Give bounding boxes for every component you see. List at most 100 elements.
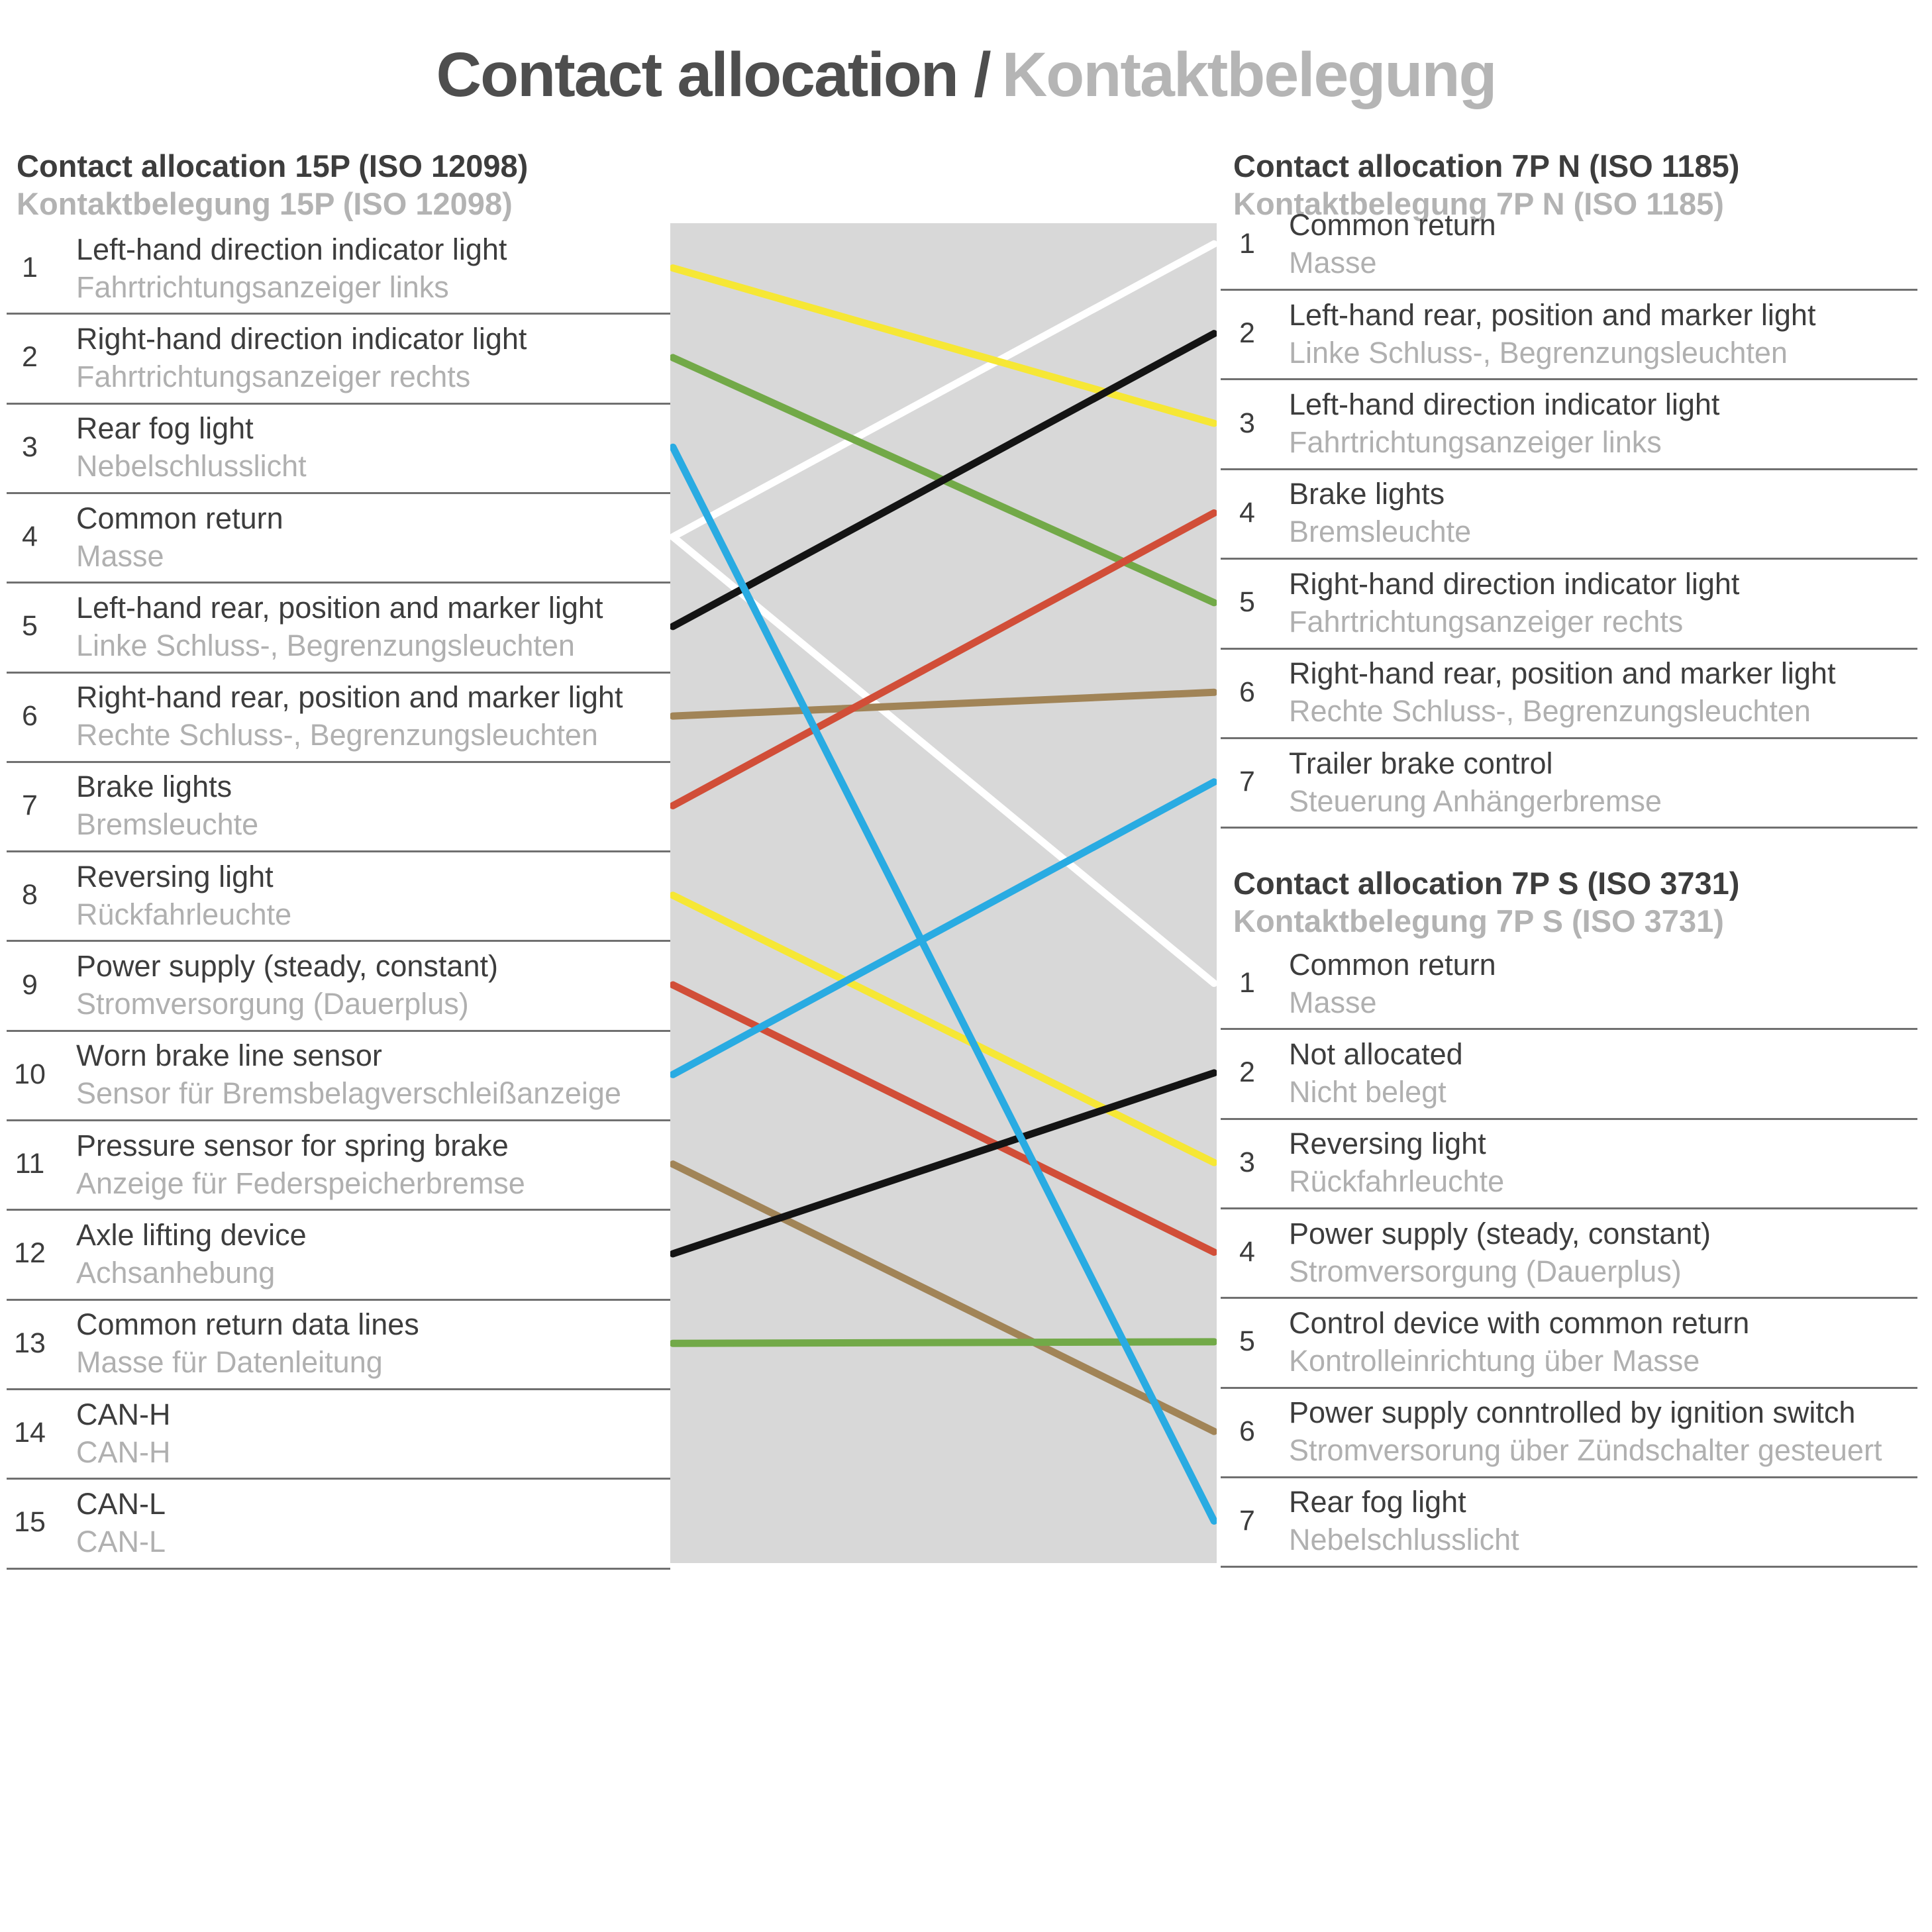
pin-row-15p-4: 4 Common return Masse [0,492,1932,582]
pin-label-de: Masse [1289,246,1377,280]
wire-15p-4-to-7pn-1 [670,240,1217,541]
wire-15p-11-to-7ps-6 [670,1160,1217,1435]
right-top-section-title-de: Kontaktbelegung 7P N (ISO 1185) [1233,186,1724,221]
pin-number: 12 [14,1237,46,1270]
pin-labels: Axle lifting device Achsanhebung [76,1209,307,1298]
row-separator [7,1388,670,1390]
pin-number: 13 [14,1327,46,1359]
pin-row-15p-15: 15 CAN-L CAN-L [0,1478,1932,1567]
pin-row-15p-7: 7 Brake lights Bremsleuchte [0,761,1932,850]
pin-label-de: Fahrtrichtungsanzeiger rechts [1289,604,1684,638]
wires-diagram [670,240,1217,1525]
right-top-section-title-en: Contact allocation 7P N (ISO 1185) [1233,148,1740,183]
pin-labels: CAN-H CAN-H [76,1388,171,1478]
pin-label-de: CAN-H [76,1435,171,1469]
pin-label-de: CAN-L [76,1524,166,1558]
pin-number: 3 [22,431,38,463]
pin-number: 2 [1239,1056,1255,1089]
left-section-title-en: Contact allocation 15P (ISO 12098) [17,148,529,183]
pin-row-15p-9: 9 Power supply (steady, constant) Stromver… [0,940,1932,1029]
row-separator [7,850,670,853]
pin-row-7pn-5: 5 Right-hand direction indicator light Fah… [0,558,1932,647]
pin-row-15p-12: 12 Axle lifting device Achsanhebung [0,1209,1932,1298]
pin-row-7ps-2: 2 Not allocated Nicht belegt [0,1028,1932,1117]
pin-labels: Common return Masse [1289,199,1496,289]
pin-row-7pn-2: 2 Left-hand rear, position and marker lig… [0,289,1932,378]
pin-label-en: Control device with common return [1289,1305,1750,1340]
pin-label-en: CAN-H [76,1397,171,1431]
row-separator [1221,647,1917,650]
pin-label-en: Trailer brake control [1289,746,1553,780]
pin-labels: Left-hand direction indicator light Fahrt… [1289,378,1719,468]
pin-label-en: Common return [1289,947,1496,982]
row-separator [1221,468,1917,470]
pin-number: 4 [1239,496,1255,529]
pin-labels: Right-hand rear, position and marker lig… [1289,648,1835,737]
right-bottom-section-title-en: Contact allocation 7P S (ISO 3731) [1233,866,1740,901]
row-separator [1221,1207,1917,1209]
pin-labels: Control device with common return Kontrol… [1289,1297,1749,1386]
row-separator [7,1478,670,1480]
pin-label-de: Linke Schluss-, Begrenzungsleuchten [76,628,575,662]
pin-number: 6 [1239,676,1255,708]
pin-label-de: Masse [1289,985,1377,1019]
pin-label-en: Power supply (steady, constant) [1289,1216,1711,1250]
row-separator [1221,1117,1917,1120]
pin-row-15p-13: 13 Common return data lines Masse für Date… [0,1299,1932,1388]
row-separator [7,1567,670,1570]
pin-label-de: Nicht belegt [1289,1074,1447,1109]
row-separator [7,1209,670,1211]
pin-label-de: Kontrolleinrichtung über Masse [1289,1343,1700,1378]
wire-15p-8-to-7ps-3 [670,891,1217,1166]
pin-row-7pn-7: 7 Trailer brake control Steuerung Anhänger… [0,737,1932,827]
pin-number: 11 [15,1148,45,1180]
pin-labels: Reversing light Rückfahrleuchte [1289,1118,1504,1207]
pin-labels: Common return data lines Masse für Datenl… [76,1299,419,1388]
pin-number: 7 [1239,766,1255,798]
page-title: Contact allocation / Kontaktbelegung [0,38,1932,111]
pin-label-en: Worn brake line sensor [76,1039,382,1073]
pin-row-15p-11: 11 Pressure sensor for spring brake Anzeig… [0,1119,1932,1209]
row-separator [7,1119,670,1121]
pin-row-15p-8: 8 Reversing light Rückfahrleuchte [0,850,1932,940]
pin-labels: Rear fog light Nebelschlusslicht [1289,1476,1519,1566]
pin-label-en: Power supply (steady, constant) [76,949,498,984]
pin-label-de: Rechte Schluss-, Begrenzungsleuchten [1289,694,1811,729]
pin-number: 4 [22,521,38,553]
wire-15p-12-to-7ps-2 [670,1069,1217,1258]
pin-label-en: Brake lights [76,770,232,804]
pin-label-en: Reversing light [76,859,274,893]
pin-row-15p-6: 6 Right-hand rear, position and marker li… [0,672,1932,761]
pin-labels: Left-hand rear, position and marker ligh… [76,582,603,671]
wire-15p-3-to-7ps-7 [670,443,1217,1525]
pin-label-de: Achsanhebung [76,1255,276,1290]
pin-labels: Power supply conntrolled by ignition swi… [1289,1387,1882,1476]
pin-label-de: Rückfahrleuchte [76,897,292,931]
pin-label-de: Fahrtrichtungsanzeiger links [76,270,449,304]
row-separator [1221,1476,1917,1478]
row-separator [1221,827,1917,829]
pin-labels: Common return Masse [76,492,283,582]
pin-labels: Left-hand direction indicator light Fahrt… [76,223,507,313]
pin-number: 4 [1239,1236,1255,1268]
pin-row-15p-3: 3 Rear fog light Nebelschlusslicht [0,403,1932,492]
pin-number: 7 [1239,1504,1255,1537]
pin-number: 1 [22,252,38,284]
pin-label-en: Left-hand rear, position and marker ligh… [1289,297,1816,332]
pin-number: 5 [1239,586,1255,619]
wire-15p-1-to-7pn-3 [670,264,1217,427]
pin-label-en: Rear fog light [76,411,254,446]
pin-row-15p-2: 2 Right-hand direction indicator light Fah… [0,313,1932,402]
pin-labels: Power supply (steady, constant) Stromvers… [1289,1207,1711,1297]
pin-label-en: Axle lifting device [76,1217,307,1252]
pin-label-en: Right-hand direction indicator light [76,321,527,356]
pin-row-15p-1: 1 Left-hand direction indicator light Fahr… [0,223,1932,313]
pin-labels: Right-hand direction indicator light Fahr… [1289,558,1739,647]
row-separator [7,582,670,584]
pin-number: 6 [1239,1415,1255,1447]
row-separator [1221,1386,1917,1389]
pin-labels: Rear fog light Nebelschlusslicht [76,403,307,492]
pin-label-de: Bremsleuchte [76,807,259,842]
pin-label-de: Rückfahrleuchte [1289,1164,1505,1199]
